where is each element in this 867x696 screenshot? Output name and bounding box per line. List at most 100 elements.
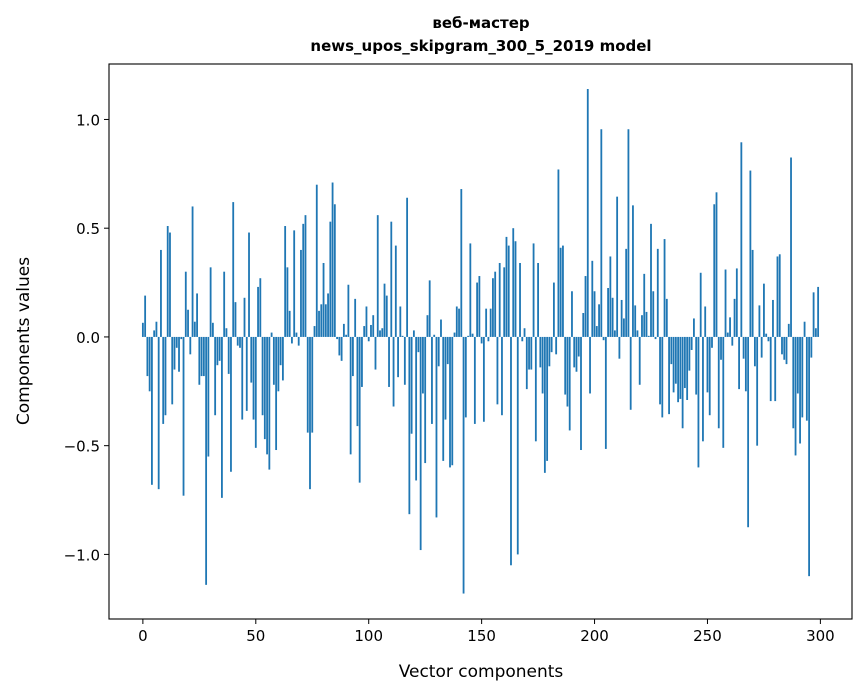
bar-130: [435, 336, 438, 518]
bar-27: [202, 336, 205, 377]
bar-287: [790, 157, 792, 337]
bar-17: [180, 336, 183, 340]
bar-198: [589, 336, 591, 394]
bar-143: [464, 336, 467, 418]
bar-283: [781, 336, 783, 355]
bar-52: [259, 278, 262, 337]
bar-9: [162, 336, 165, 424]
bar-179: [546, 336, 549, 461]
y-tick-label: −1.0: [64, 546, 100, 564]
bar-292: [801, 336, 804, 418]
bar-0: [141, 322, 144, 337]
bar-197: [586, 89, 589, 337]
y-tick-label: 1.0: [76, 111, 100, 129]
bar-73: [306, 336, 309, 433]
bar-208: [611, 297, 614, 337]
bar-29: [207, 336, 210, 457]
bar-298: [814, 328, 817, 337]
y-axis: −1.0 −0.5 0.0 0.5 1.0: [64, 111, 109, 564]
bar-281: [776, 256, 779, 337]
bar-15: [175, 336, 178, 348]
bar-202: [598, 304, 600, 337]
bar-282: [778, 254, 781, 337]
bar-238: [679, 336, 682, 399]
bar-11: [166, 226, 169, 337]
bar-181: [550, 336, 553, 353]
bar-61: [279, 336, 282, 366]
bar-170: [525, 336, 528, 390]
bar-273: [758, 305, 761, 337]
bar-74: [309, 336, 311, 490]
x-axis: 0 50 100 150 200 250 300: [138, 619, 835, 645]
bar-62: [281, 336, 284, 381]
bar-79: [320, 304, 323, 337]
bar-64: [286, 267, 289, 337]
bar-141: [460, 189, 463, 337]
bar-212: [620, 299, 623, 337]
bar-290: [796, 336, 799, 394]
bar-267: [744, 336, 747, 392]
y-tick-label: 0.5: [76, 220, 100, 238]
x-tick-label: 200: [580, 627, 609, 645]
bar-223: [645, 311, 648, 337]
bar-203: [600, 129, 603, 337]
bar-204: [602, 336, 605, 341]
bar-174: [534, 336, 537, 442]
bar-109: [388, 336, 390, 387]
bar-161: [505, 236, 508, 337]
bar-39: [230, 336, 232, 472]
bar-34: [218, 336, 221, 361]
bar-288: [792, 336, 795, 429]
bar-171: [528, 336, 530, 370]
bar-47: [248, 232, 250, 337]
bar-193: [577, 336, 580, 357]
bar-147: [473, 336, 476, 424]
bar-41: [234, 302, 237, 337]
bar-200: [593, 291, 596, 337]
bar-118: [408, 336, 411, 515]
bar-263: [735, 268, 738, 337]
bar-211: [618, 336, 621, 359]
bar-251: [708, 336, 711, 416]
bar-239: [681, 336, 684, 429]
bar-66: [291, 336, 293, 344]
bar-242: [688, 336, 691, 371]
bar-156: [494, 271, 497, 337]
bar-20: [187, 309, 189, 337]
bar-178: [543, 336, 546, 473]
bar-50: [254, 336, 257, 448]
bar-119: [410, 336, 413, 434]
bar-164: [512, 228, 515, 337]
bar-241: [686, 336, 689, 400]
bar-115: [401, 335, 404, 337]
bar-23: [193, 321, 196, 337]
bars-group: [141, 89, 820, 594]
bar-275: [763, 283, 765, 337]
bar-232: [665, 298, 668, 337]
bar-86: [336, 336, 338, 340]
bar-132: [440, 319, 442, 337]
bar-256: [720, 336, 722, 360]
x-tick-label: 50: [246, 627, 265, 645]
bar-103: [374, 336, 377, 370]
bar-84: [331, 182, 334, 337]
bar-151: [482, 336, 485, 422]
bar-76: [313, 326, 316, 337]
bar-25: [198, 336, 201, 385]
bar-249: [704, 306, 707, 337]
bar-230: [661, 336, 664, 418]
bar-177: [541, 336, 544, 394]
bar-259: [726, 332, 729, 337]
bar-12: [169, 232, 171, 337]
bar-97: [361, 336, 363, 387]
bar-265: [740, 142, 743, 337]
bar-257: [722, 336, 725, 448]
bar-236: [674, 336, 677, 384]
bar-67: [293, 230, 296, 337]
bar-180: [548, 336, 551, 367]
bar-182: [552, 282, 555, 337]
bar-166: [516, 336, 519, 555]
bar-207: [609, 256, 612, 337]
bar-113: [397, 336, 399, 378]
